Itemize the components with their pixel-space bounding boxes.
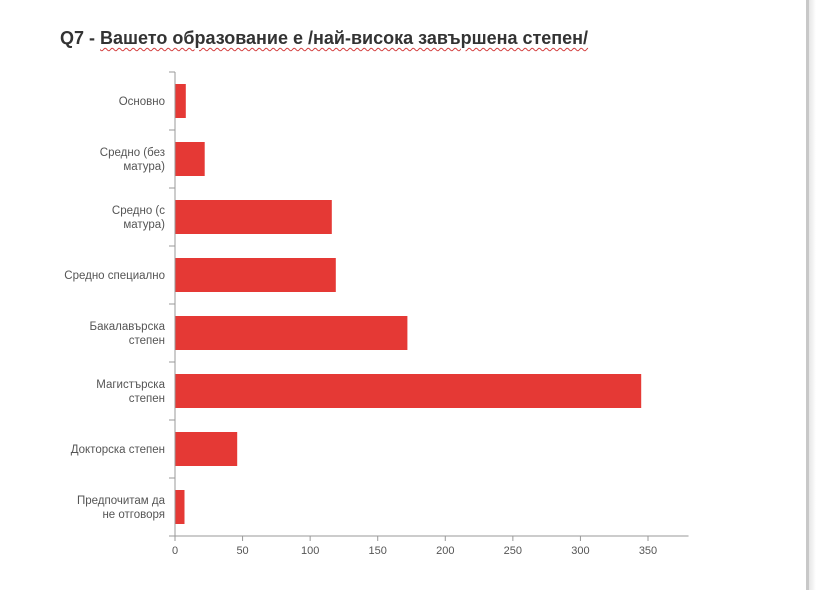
tick-labels: 0 50 100 150 200 250 300 350 — [172, 545, 657, 557]
page-frame-border — [806, 0, 809, 590]
axes-group — [169, 71, 689, 541]
x-tick-label-5: 250 — [504, 545, 522, 557]
bar-4 — [175, 316, 408, 350]
category-label-3: Средно специално — [64, 270, 165, 282]
bar-1 — [175, 142, 205, 176]
bar-0 — [175, 84, 186, 118]
category-label-4: Бакалавърска степен — [90, 321, 166, 347]
bars-group — [175, 84, 642, 524]
chart-title-prefix: Q7 - — [60, 28, 101, 48]
x-tick-label-0: 0 — [172, 545, 178, 557]
x-tick-label-4: 200 — [436, 545, 454, 557]
category-label-2: Средно (с матура) — [112, 205, 165, 231]
bar-3 — [175, 258, 336, 292]
category-label-0: Основно — [119, 96, 165, 108]
category-label-5: Магистърска степен — [96, 379, 165, 405]
bar-7 — [175, 490, 185, 524]
chart-title-text: Вашето образование е /най-висока завърше… — [100, 28, 589, 48]
bar-5 — [175, 374, 642, 408]
page-frame-shadow — [809, 0, 816, 590]
category-label-7: Предпочитам да не отговоря — [77, 495, 166, 521]
bar-2 — [175, 200, 332, 234]
category-label-1: Средно (без матура) — [100, 147, 165, 173]
x-tick-label-7: 350 — [639, 545, 657, 557]
chart-title: Q7 - Вашето образование е /най-висока за… — [60, 28, 588, 49]
x-tick-label-1: 50 — [236, 545, 248, 557]
x-tick-label-3: 150 — [369, 545, 387, 557]
x-tick-label-2: 100 — [301, 545, 319, 557]
category-labels: Основно Средно (без матура) Средно (с матура… — [64, 96, 165, 521]
category-label-6: Докторска степен — [71, 444, 165, 456]
bar-6 — [175, 432, 238, 466]
x-tick-label-6: 300 — [571, 545, 589, 557]
